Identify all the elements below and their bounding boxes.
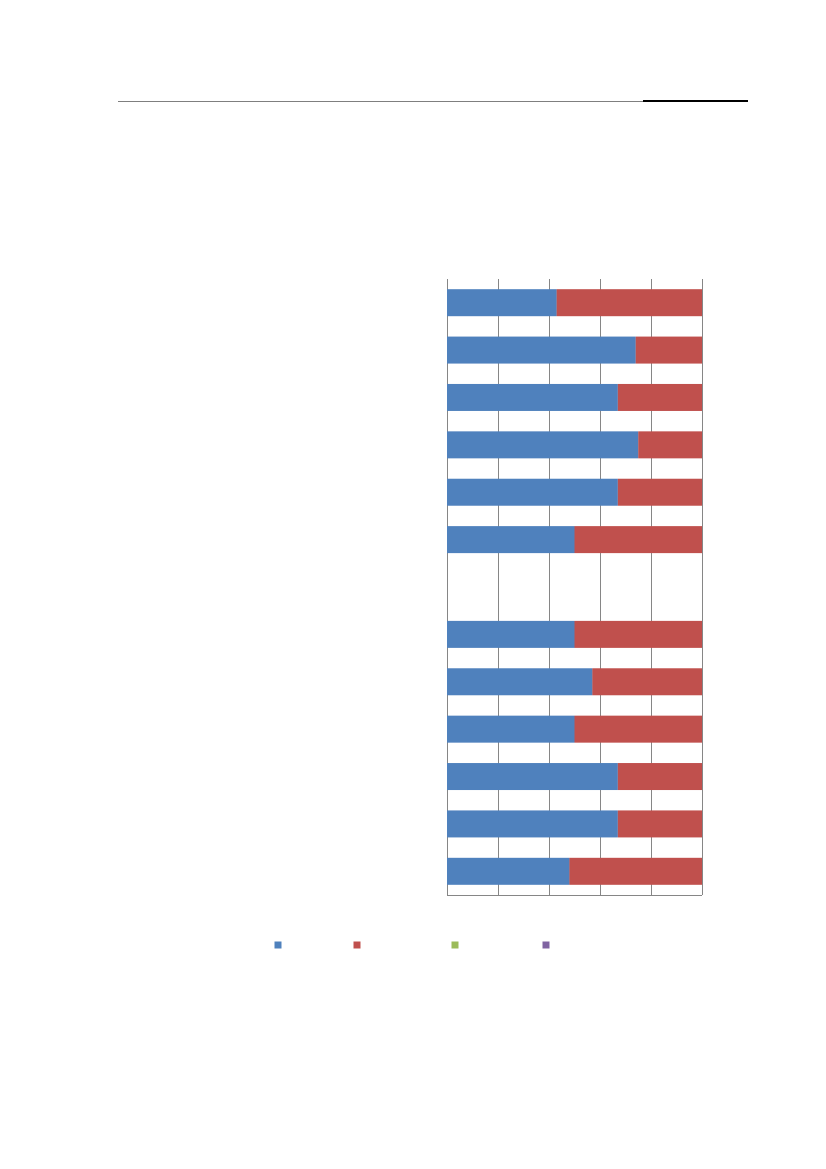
bar-segment-series-2 (575, 716, 703, 743)
legend (275, 942, 550, 949)
bars (447, 289, 702, 885)
bar-segment-series-1 (447, 479, 618, 506)
bar-segment-series-1 (447, 668, 592, 695)
bar-segment-series-2 (575, 621, 703, 648)
bar-segment-series-1 (447, 810, 618, 837)
gridlines (447, 279, 703, 896)
bar-segment-series-1 (447, 621, 575, 648)
legend-marker-series-3 (452, 942, 459, 949)
bar-segment-series-1 (447, 858, 569, 885)
bar-segment-series-2 (618, 810, 702, 837)
legend-marker-series-1 (275, 942, 282, 949)
bar-segment-series-1 (447, 337, 636, 364)
legend-marker-series-2 (354, 942, 361, 949)
bar-segment-series-1 (447, 716, 575, 743)
bar-segment-series-2 (636, 337, 702, 364)
bar-segment-series-2 (638, 431, 702, 458)
bar-segment-series-2 (618, 384, 702, 411)
bar-segment-series-2 (557, 289, 702, 316)
bar-segment-series-1 (447, 763, 618, 790)
bar-segment-series-2 (618, 763, 702, 790)
bar-segment-series-1 (447, 384, 618, 411)
bar-segment-series-2 (575, 526, 703, 553)
legend-marker-series-4 (543, 942, 550, 949)
bar-segment-series-2 (569, 858, 702, 885)
bar-segment-series-1 (447, 431, 638, 458)
bar-segment-series-2 (618, 479, 702, 506)
bar-segment-series-1 (447, 289, 557, 316)
bar-segment-series-1 (447, 526, 575, 553)
bar-segment-series-2 (592, 668, 702, 695)
